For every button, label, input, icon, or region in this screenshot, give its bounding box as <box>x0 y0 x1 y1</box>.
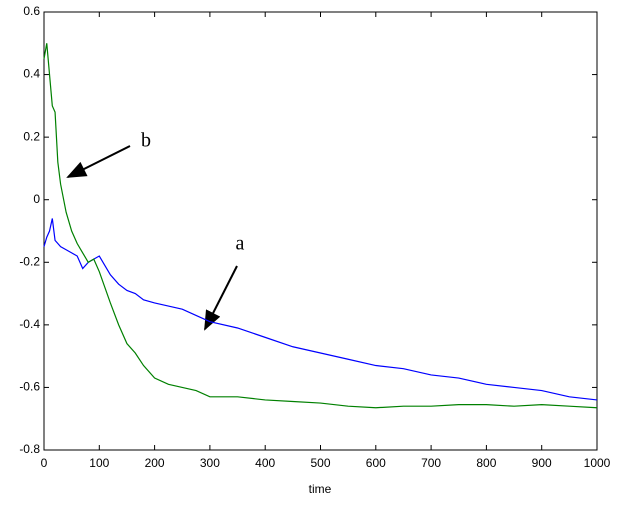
x-tick-label: 1000 <box>584 456 611 470</box>
x-tick-label: 900 <box>532 456 552 470</box>
x-tick-label: 400 <box>255 456 275 470</box>
y-tick-label: 0.2 <box>23 129 40 143</box>
annotation: a <box>236 233 245 255</box>
arrow <box>204 265 238 331</box>
y-tick-label: -0.6 <box>19 380 40 394</box>
arrow <box>66 145 131 178</box>
x-tick-label: 300 <box>200 456 220 470</box>
annotation: b <box>141 130 151 152</box>
x-tick-label: 700 <box>421 456 441 470</box>
y-tick-label: -0.8 <box>19 442 40 456</box>
series-line <box>43 43 598 409</box>
x-tick-label: 500 <box>310 456 330 470</box>
series-line <box>43 218 598 401</box>
x-axis-label: time <box>309 482 332 496</box>
x-tick-label: 600 <box>366 456 386 470</box>
x-tick-label: 100 <box>89 456 109 470</box>
y-tick-label: -0.2 <box>19 254 40 268</box>
y-tick-label: 0.4 <box>23 67 40 81</box>
plot-frame <box>43 11 598 451</box>
x-tick-label: 0 <box>41 456 48 470</box>
x-tick-label: 200 <box>145 456 165 470</box>
x-tick-label: 800 <box>476 456 496 470</box>
y-tick-label: 0 <box>33 192 40 206</box>
y-tick-label: 0.6 <box>23 4 40 18</box>
y-tick-label: -0.4 <box>19 317 40 331</box>
